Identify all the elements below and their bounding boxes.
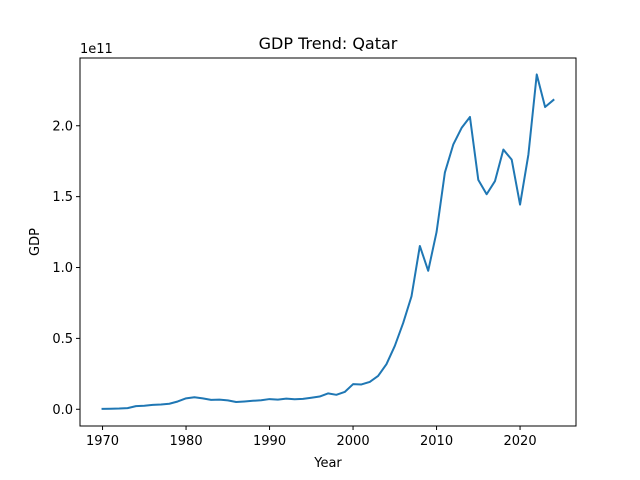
x-tick-label: 2020 [504, 434, 537, 449]
x-tick-label: 1970 [86, 434, 119, 449]
y-tick-label: 2.0 [52, 119, 73, 134]
x-tick-label: 2010 [420, 434, 453, 449]
x-axis-label: Year [313, 456, 342, 471]
gdp-series-line [101, 73, 555, 410]
y-tick-label: 1.0 [52, 261, 73, 276]
chart-title: GDP Trend: Qatar [259, 34, 398, 53]
x-tick-label: 1990 [253, 434, 286, 449]
y-axis-label: GDP [28, 228, 43, 256]
y-tick-label: 0.5 [52, 332, 73, 347]
x-axis-ticks: 1970 1980 1990 2000 2010 2020 [86, 426, 537, 449]
y-axis-offset-label: 1e11 [80, 42, 113, 57]
x-tick-label: 2000 [337, 434, 370, 449]
y-axis-ticks: 0.0 0.5 1.0 1.5 2.0 [52, 119, 80, 418]
y-tick-label: 0.0 [52, 403, 73, 418]
plot-area-frame [79, 57, 577, 427]
y-tick-label: 1.5 [52, 190, 73, 205]
x-tick-label: 1980 [170, 434, 203, 449]
